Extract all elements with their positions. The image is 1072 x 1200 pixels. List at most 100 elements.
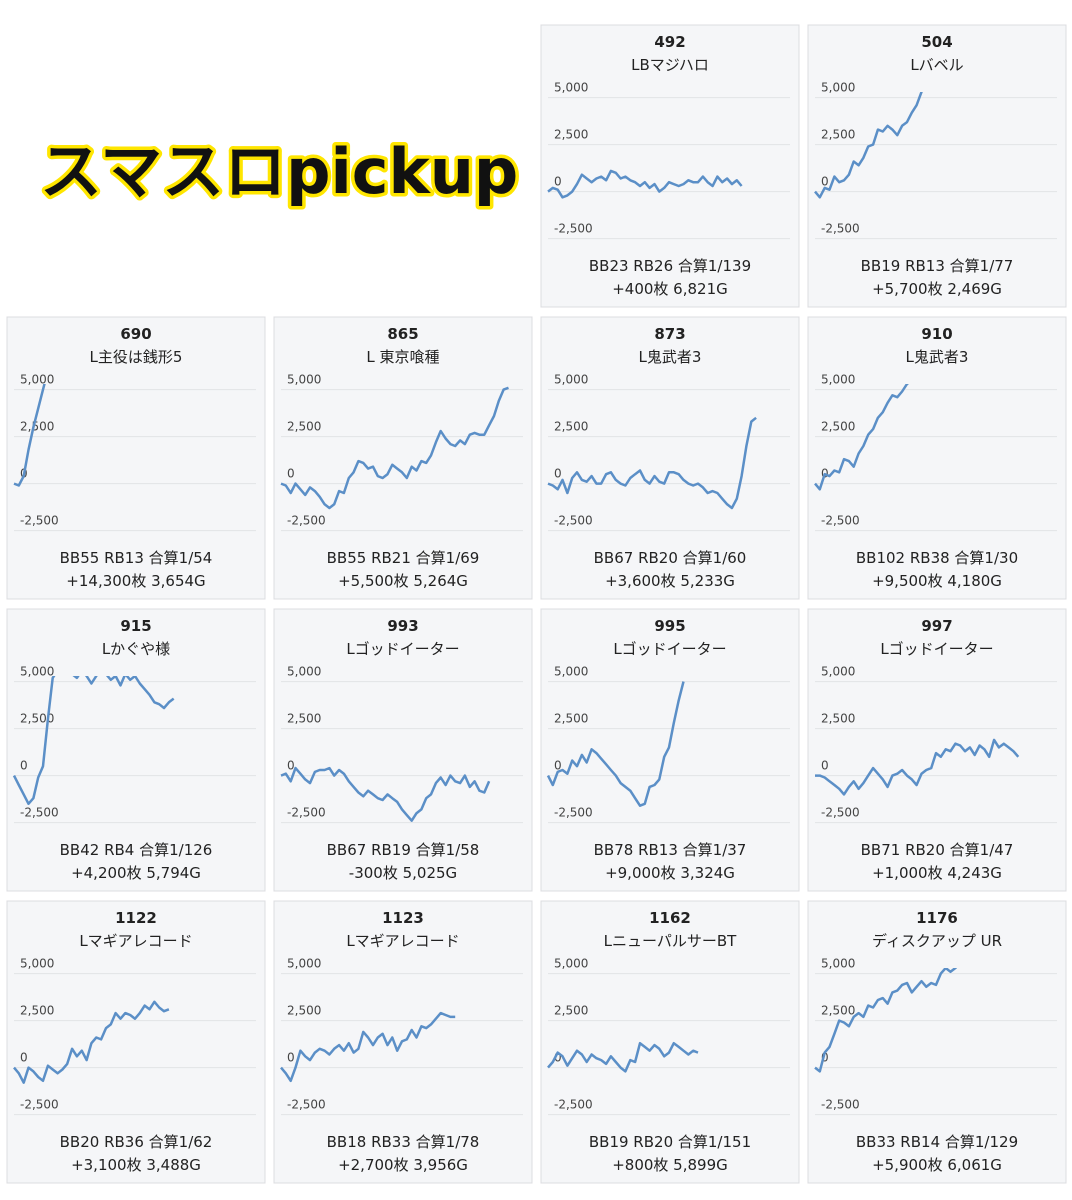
data-line: [12, 676, 175, 806]
chart-title: 997: [921, 617, 952, 635]
y-tick-label: 0: [554, 467, 562, 481]
stats-line: BB71 RB20 合算1/47: [861, 841, 1014, 859]
chart-card: 1176 ディスクアップ UR -2,500 0 2,500 5,000 BB33 RB14…: [807, 900, 1067, 1184]
data-line: [547, 169, 743, 199]
y-tick-label: 5,000: [554, 665, 588, 679]
y-tick-label: 5,000: [821, 373, 855, 387]
card-background: [540, 316, 800, 600]
y-tick-label: -2,500: [20, 514, 59, 528]
chart-subtitle: Lマギアレコード: [79, 932, 192, 950]
y-tick-label: 5,000: [554, 81, 588, 95]
y-tick-label: -2,500: [287, 806, 326, 820]
y-tick-label: 5,000: [554, 373, 588, 387]
y-tick-label: 0: [821, 175, 829, 189]
y-tick-label: 0: [20, 1051, 28, 1065]
chart-subtitle: L 東京喰種: [366, 348, 439, 366]
y-tick-label: 5,000: [287, 665, 321, 679]
chart-subtitle: Lゴッドイーター: [613, 640, 726, 658]
y-tick-label: 2,500: [20, 420, 54, 434]
y-tick-label: 5,000: [821, 957, 855, 971]
y-tick-label: -2,500: [554, 514, 593, 528]
y-tick-label: 2,500: [287, 1004, 321, 1018]
chart-subtitle: LニューパルサーBT: [604, 932, 737, 950]
y-tick-label: 5,000: [821, 665, 855, 679]
stats-line: +1,000枚 4,243G: [872, 864, 1002, 882]
y-tick-label: -2,500: [821, 1098, 860, 1112]
data-line: [547, 416, 757, 510]
stats-line: BB20 RB36 合算1/62: [60, 1133, 213, 1151]
chart-title: 910: [921, 325, 952, 343]
y-tick-label: 0: [287, 759, 295, 773]
chart-card: 995 Lゴッドイーター -2,500 0 2,500 5,000 BB78 RB13 合算…: [540, 608, 800, 892]
stats-line: +3,600枚 5,233G: [605, 572, 735, 590]
y-tick-label: 2,500: [20, 712, 54, 726]
y-tick-label: 0: [821, 759, 829, 773]
chart-card: 873 L鬼武者3 -2,500 0 2,500 5,000 BB67 RB20 合算1/6…: [540, 316, 800, 600]
y-tick-label: 2,500: [821, 1004, 855, 1018]
data-line: [13, 1000, 170, 1084]
stats-line: -300枚 5,025G: [349, 864, 457, 882]
chart-card: 915 Lかぐや様 -2,500 0 2,500 5,000 BB42 RB4 合算1/12…: [6, 608, 266, 892]
chart-subtitle: Lバベル: [910, 56, 963, 74]
chart-card: 1122 Lマギアレコード -2,500 0 2,500 5,000 BB20 RB36 合…: [6, 900, 266, 1184]
chart-subtitle: Lかぐや様: [102, 640, 170, 658]
chart-card: 504 Lバベル -2,500 0 2,500 5,000 BB19 RB13 合算1/77…: [807, 24, 1067, 308]
card-background: [540, 900, 800, 1184]
data-line: [280, 386, 509, 510]
chart-subtitle: LBマジハロ: [631, 56, 709, 74]
y-tick-label: -2,500: [554, 222, 593, 236]
chart-title: 1122: [115, 909, 157, 927]
stats-line: +800枚 5,899G: [612, 1156, 728, 1174]
y-tick-label: 5,000: [287, 373, 321, 387]
y-tick-label: 2,500: [287, 420, 321, 434]
chart-title: 915: [120, 617, 151, 635]
stats-line: BB19 RB20 合算1/151: [589, 1133, 751, 1151]
stats-line: BB19 RB13 合算1/77: [861, 257, 1014, 275]
y-tick-label: 5,000: [20, 665, 54, 679]
stats-line: +400枚 6,821G: [612, 280, 728, 298]
y-tick-label: 0: [554, 1051, 562, 1065]
stats-line: +14,300枚 3,654G: [66, 572, 205, 590]
y-tick-label: 0: [20, 759, 28, 773]
stats-line: +9,000枚 3,324G: [605, 864, 735, 882]
stats-line: BB55 RB21 合算1/69: [327, 549, 480, 567]
card-background: [273, 316, 533, 600]
y-tick-label: -2,500: [20, 806, 59, 820]
card-background: [6, 316, 266, 600]
data-line: [815, 738, 1020, 796]
data-line: [814, 92, 923, 199]
data-line: [546, 681, 685, 807]
card-background: [807, 316, 1067, 600]
y-tick-label: -2,500: [554, 806, 593, 820]
chart-subtitle: Lマギアレコード: [346, 932, 459, 950]
y-tick-label: 2,500: [821, 712, 855, 726]
chart-card: 492 LBマジハロ -2,500 0 2,500 5,000 BB23 RB26 合算1/…: [540, 24, 800, 308]
card-background: [807, 900, 1067, 1184]
card-background: [540, 608, 800, 892]
chart-card: 993 Lゴッドイーター -2,500 0 2,500 5,000 BB67 RB19 合算…: [273, 608, 533, 892]
chart-card: 865 L 東京喰種 -2,500 0 2,500 5,000 BB55 RB21 合算1/…: [273, 316, 533, 600]
stats-line: +3,100枚 3,488G: [71, 1156, 201, 1174]
card-background: [6, 900, 266, 1184]
chart-subtitle: ディスクアップ UR: [872, 932, 1002, 950]
chart-subtitle: Lゴッドイーター: [880, 640, 993, 658]
y-tick-label: -2,500: [821, 806, 860, 820]
stats-line: +2,700枚 3,956G: [338, 1156, 468, 1174]
y-tick-label: 2,500: [821, 420, 855, 434]
chart-title: 504: [921, 33, 952, 51]
y-tick-label: 2,500: [554, 420, 588, 434]
card-background: [6, 608, 266, 892]
chart-title: 690: [120, 325, 151, 343]
data-line: [814, 384, 910, 491]
y-tick-label: 2,500: [287, 712, 321, 726]
stats-line: +5,900枚 6,061G: [872, 1156, 1002, 1174]
y-tick-label: 0: [554, 175, 562, 189]
page-title: スマスロpickup: [40, 135, 518, 208]
chart-title: 1123: [382, 909, 424, 927]
y-tick-label: 0: [821, 1051, 829, 1065]
y-tick-label: -2,500: [821, 222, 860, 236]
stats-line: +5,500枚 5,264G: [338, 572, 468, 590]
y-tick-label: -2,500: [554, 1098, 593, 1112]
